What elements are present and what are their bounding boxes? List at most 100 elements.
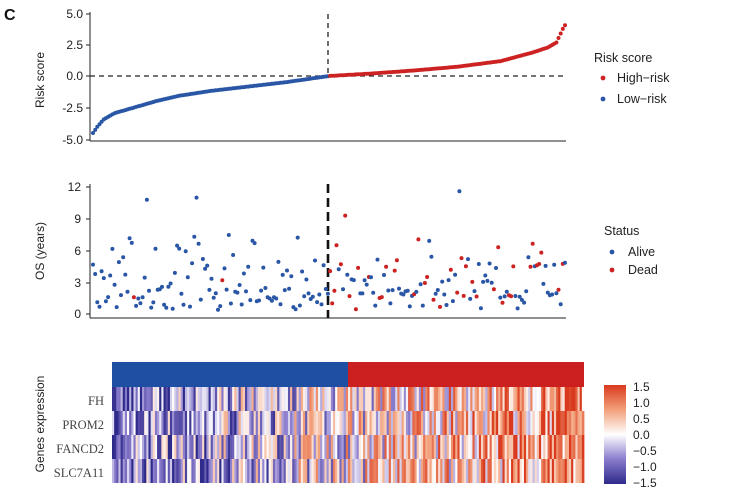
heatmap-cell — [367, 459, 370, 483]
heatmap-cell — [470, 435, 473, 459]
heatmap-cell — [152, 459, 156, 483]
heatmap-cell — [380, 387, 383, 411]
survival-point — [172, 270, 177, 275]
survival-point — [539, 250, 544, 255]
heatmap-cell — [163, 435, 167, 459]
heatmap-cell — [446, 387, 450, 411]
heatmap-cell — [281, 387, 285, 411]
heatmap-cell — [298, 387, 302, 411]
heatmap-cell — [483, 387, 486, 411]
survival-point — [179, 291, 184, 296]
survival-point — [205, 263, 210, 268]
heatmap-cell — [193, 387, 197, 411]
survival-point — [530, 241, 535, 246]
heatmap-cell — [418, 411, 422, 435]
survival-point — [168, 281, 173, 286]
colorbar-tick-label: −1.5 — [633, 476, 657, 490]
heatmap-cell — [360, 435, 364, 459]
risk-tick-label: -2.5 — [62, 101, 83, 115]
survival-point — [149, 305, 154, 310]
heatmap-cell — [116, 435, 119, 459]
heatmap-cell — [272, 435, 276, 459]
heatmap-cell — [481, 435, 484, 459]
heatmap-cell — [506, 459, 510, 483]
heatmap-cell — [487, 411, 490, 435]
heatmap-cell — [386, 435, 390, 459]
survival-point — [347, 294, 352, 299]
heatmap-cell — [463, 411, 467, 435]
heatmap-cell — [504, 411, 508, 435]
survival-point — [235, 290, 240, 295]
heatmap-cell — [388, 435, 392, 459]
heatmap-cell — [127, 387, 130, 411]
heatmap-cell — [324, 411, 327, 435]
heatmap-cell — [330, 435, 334, 459]
heatmap-cell — [292, 435, 295, 459]
heatmap-cell — [418, 435, 422, 459]
heatmap-cell — [242, 435, 246, 459]
survival-point — [494, 266, 498, 270]
heatmap-cell — [335, 459, 338, 483]
heatmap-cell — [180, 387, 184, 411]
risk-legend-title: Risk score — [594, 51, 652, 65]
heatmap-cell — [532, 387, 536, 411]
heatmap-cell — [461, 411, 465, 435]
survival-point — [140, 295, 145, 300]
heatmap-cell — [313, 459, 317, 483]
heatmap-cell — [517, 435, 521, 459]
survival-point — [528, 264, 533, 269]
heatmap-cells — [112, 387, 585, 483]
survival-point — [151, 300, 156, 305]
heatmap-cell — [184, 411, 188, 435]
heatmap-cell — [564, 435, 568, 459]
survival-point — [392, 268, 397, 273]
heatmap-cell — [573, 387, 576, 411]
heatmap-cell — [390, 411, 394, 435]
heatmap-cell — [290, 435, 293, 459]
survival-point — [541, 281, 546, 286]
heatmap-cell — [560, 387, 563, 411]
heatmap-cell — [142, 411, 145, 435]
heatmap-cell — [489, 459, 493, 483]
heatmap-cell — [208, 459, 212, 483]
heatmap-cell — [180, 411, 184, 435]
heatmap-cell — [249, 411, 252, 435]
heatmap-cell — [199, 459, 203, 483]
survival-point — [93, 272, 98, 276]
survival-point — [444, 303, 449, 307]
heatmap-cell — [202, 435, 205, 459]
heatmap-cell — [324, 387, 327, 411]
heatmap-cell — [541, 411, 544, 435]
heatmap-cell — [311, 435, 315, 459]
heatmap-cell — [478, 435, 482, 459]
heatmap-cell — [393, 387, 396, 411]
heatmap-cell — [573, 435, 576, 459]
heatmap-cell — [227, 435, 231, 459]
heatmap-cell — [481, 387, 484, 411]
heatmap-cell — [551, 459, 555, 483]
heatmap-cell — [532, 435, 536, 459]
heatmap-cell — [435, 459, 439, 483]
heatmap-cell — [131, 435, 134, 459]
heatmap-cell — [485, 459, 488, 483]
heatmap-cell — [521, 435, 525, 459]
heatmap-cell — [371, 459, 375, 483]
heatmap-cell — [339, 459, 342, 483]
heatmap-cell — [245, 435, 248, 459]
heatmap-cell — [328, 387, 332, 411]
heatmap-cell — [352, 459, 355, 483]
heatmap-cell — [212, 411, 216, 435]
heatmap-cell — [472, 459, 475, 483]
heatmap-cell — [139, 387, 143, 411]
heatmap-cell — [414, 387, 418, 411]
heatmap-cell — [320, 435, 323, 459]
heatmap-cell — [371, 435, 375, 459]
heatmap-cell — [405, 435, 409, 459]
heatmap-cell — [536, 411, 540, 435]
survival-point — [252, 241, 257, 246]
survival-point — [188, 304, 192, 309]
heatmap-cell — [129, 387, 132, 411]
heatmap-cell — [414, 459, 418, 483]
heatmap-cell — [277, 411, 280, 435]
survival-point — [282, 288, 287, 293]
